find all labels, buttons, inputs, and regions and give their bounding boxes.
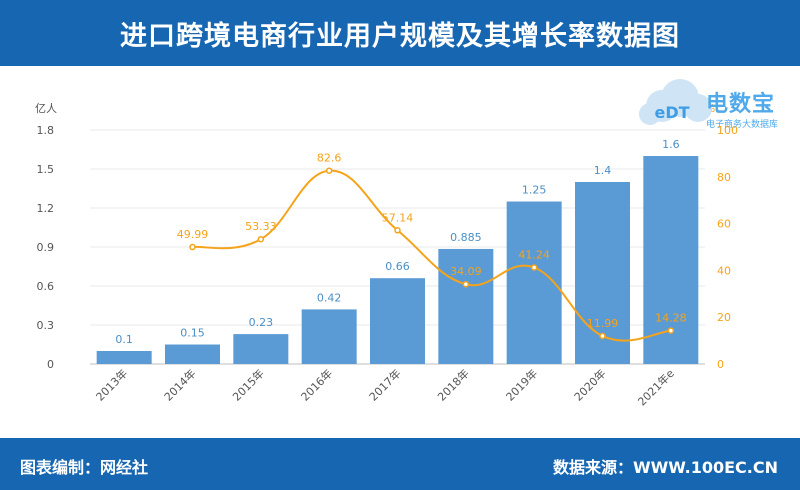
growth-rate-label: 34.09 (450, 265, 482, 278)
bar (165, 344, 220, 364)
y-right-tick-label: 80 (717, 171, 731, 184)
bar-value-label: 0.66 (385, 260, 410, 273)
growth-rate-point (189, 243, 196, 251)
header-banner: 进口跨境电商行业用户规模及其增长率数据图 (0, 0, 800, 66)
bar (96, 351, 152, 364)
x-tick-label: 2013年 (93, 366, 130, 403)
bar-value-label: 0.15 (180, 327, 205, 340)
bar (233, 334, 289, 364)
x-tick-label: 2016年 (298, 366, 335, 403)
bar-value-label: 0.42 (317, 291, 342, 304)
x-tick-label: 2021年e (635, 366, 677, 408)
growth-rate-label: 11.99 (587, 317, 619, 330)
bar-value-label: 1.4 (594, 164, 612, 177)
growth-rate-point (257, 235, 265, 243)
y-left-tick-label: 0 (47, 358, 54, 371)
y-left-tick-label: 1.8 (37, 124, 55, 137)
bar (301, 309, 357, 364)
y-left-tick-label: 1.5 (37, 163, 55, 176)
chart: 00.30.60.91.21.51.8亿人020406080100%0.10.1… (35, 79, 738, 408)
x-tick-label: 2014年 (161, 366, 198, 403)
bar (506, 201, 562, 364)
growth-rate-point (530, 264, 538, 271)
x-tick-label: 2017年 (366, 366, 403, 403)
bar-value-label: 1.6 (662, 138, 680, 151)
bar-value-label: 0.23 (249, 316, 274, 329)
footer-banner: 图表编制：网经社 数据来源：WWW.100EC.CN (0, 438, 800, 490)
y-left-tick-label: 1.2 (37, 202, 55, 215)
footer-source: 数据来源：WWW.100EC.CN (552, 458, 778, 477)
y-right-tick-label: 40 (717, 264, 731, 277)
growth-rate-label: 14.28 (655, 312, 687, 325)
growth-rate-point (599, 332, 606, 340)
y-left-tick-label: 0.6 (37, 280, 55, 293)
y-right-tick-label: 60 (717, 218, 731, 231)
growth-rate-point (325, 167, 333, 174)
x-tick-label: 2019年 (503, 366, 540, 403)
y-left-tick-label: 0.3 (37, 319, 55, 332)
logo-subtitle: 电子商务大数据库 (706, 120, 779, 130)
logo-name: 电数宝 (706, 92, 776, 117)
growth-rate-label: 49.99 (177, 228, 209, 241)
growth-rate-point (667, 327, 675, 334)
bar (370, 278, 425, 364)
x-tick-label: 2018年 (434, 366, 471, 403)
growth-rate-label: 82.6 (317, 152, 342, 165)
growth-rate-label: 41.24 (518, 248, 550, 261)
logo-cloud-icon: eDT (639, 79, 712, 125)
y-right-tick-label: 0 (717, 358, 724, 371)
x-tick-label: 2015年 (229, 366, 266, 403)
svg-text:eDT: eDT (654, 103, 689, 122)
growth-rate-label: 57.14 (382, 211, 414, 224)
y-right-tick-label: 20 (717, 311, 731, 324)
growth-rate-line (192, 169, 671, 342)
y-left-unit: 亿人 (35, 102, 57, 115)
bar-value-label: 0.885 (450, 231, 482, 244)
growth-rate-point (394, 227, 401, 234)
y-left-tick-label: 0.9 (37, 241, 55, 254)
bar-value-label: 0.1 (115, 333, 133, 346)
x-tick-label: 2020年 (571, 366, 608, 403)
growth-rate-point (462, 280, 470, 288)
bar-value-label: 1.25 (522, 184, 547, 197)
y-right-tick-label: 100 (717, 124, 738, 137)
bar (438, 248, 494, 364)
page-title: 进口跨境电商行业用户规模及其增长率数据图 (120, 20, 680, 52)
growth-rate-label: 53.33 (245, 220, 277, 233)
footer-credit: 图表编制：网经社 (20, 458, 149, 477)
